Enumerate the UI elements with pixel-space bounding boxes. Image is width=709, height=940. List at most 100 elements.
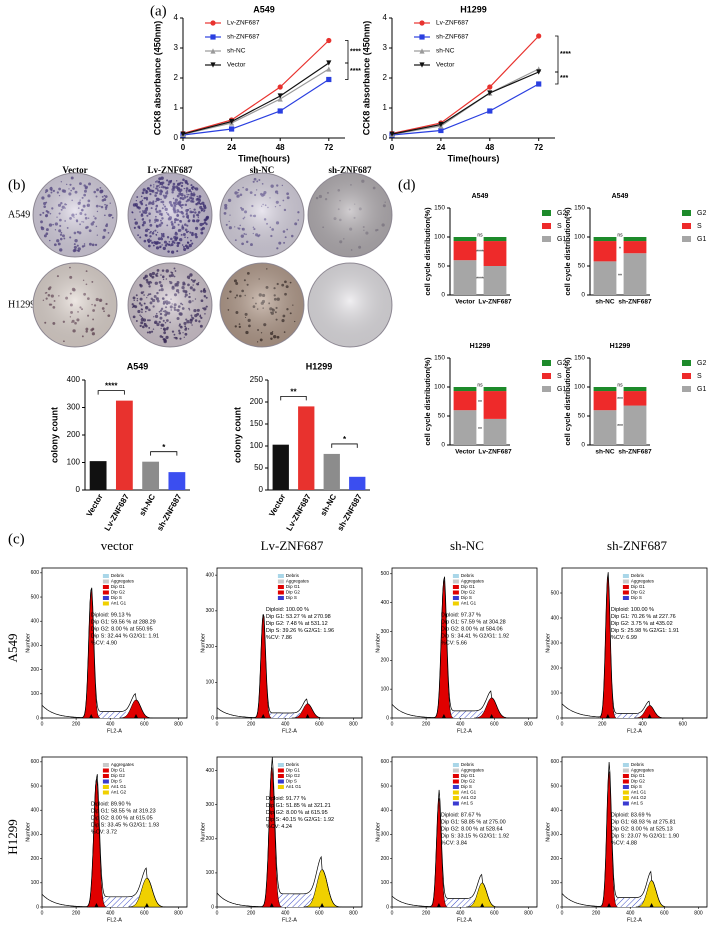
legend-swatch: [452, 574, 459, 578]
peak-marker: [647, 714, 652, 718]
legend-swatch: [622, 785, 629, 789]
flow-stat: %CV: 4.88: [611, 840, 637, 846]
legend-swatch: [102, 790, 109, 795]
legend-swatch: [277, 590, 284, 595]
panel-label: (a): [150, 3, 167, 19]
bar-segment: [623, 237, 647, 242]
y-tick-label: 0: [581, 292, 585, 299]
marker: [536, 33, 542, 39]
bar: [142, 461, 160, 490]
colony-plate: [32, 172, 118, 258]
marker: [326, 76, 332, 83]
legend-swatch: [277, 774, 284, 778]
legend-swatch: [102, 579, 109, 584]
marker: [419, 34, 425, 40]
x-tick-label: 200: [72, 910, 81, 916]
plate-shade: [308, 173, 392, 257]
marker: [229, 118, 235, 125]
flow-stat: %CV: 5.66: [441, 640, 467, 646]
x-tick-label: 0: [390, 143, 395, 152]
flow-row-label: A549: [5, 634, 20, 663]
plate-column-label: sh-ZNF687: [328, 165, 372, 175]
peak-marker: [607, 903, 612, 907]
legend-label: Aggregates: [286, 579, 310, 584]
y-tick-label: 400: [381, 600, 390, 606]
legend-label: Debris: [461, 573, 475, 578]
flow-stat: Dip G2: 8.00 % at 550.95: [91, 626, 153, 632]
y-tick-label: 50: [438, 413, 446, 420]
y-tick-label: 200: [206, 836, 215, 842]
marker: [487, 90, 493, 96]
legend-label: Dip S: [111, 595, 122, 600]
x-tick-label: 800: [524, 910, 533, 916]
y-axis-label: cell cycle distribution(%): [423, 357, 432, 446]
flow-histogram: [216, 756, 362, 908]
series-line: [391, 35, 540, 135]
y-tick-label: 0: [556, 904, 559, 910]
flow-stat: Dip G1: 53.27 % at 270.98: [266, 614, 331, 620]
colony-plate: [127, 172, 213, 258]
x-tick-label: 400: [456, 910, 465, 916]
flow-histogram: [41, 587, 187, 719]
x-tick-label: Lv-ZNF687: [478, 299, 512, 306]
legend-label: Lv-ZNF687: [436, 20, 469, 27]
flow-s-phase: [609, 897, 652, 907]
legend-label: Vector: [227, 62, 246, 69]
legend-swatch: [452, 768, 459, 773]
significance-bracket: [345, 40, 349, 64]
y-tick-label: 500: [381, 783, 390, 789]
legend-swatch: [452, 590, 459, 595]
y-tick-label: 0: [211, 904, 214, 910]
bar-segment: [453, 237, 477, 242]
x-axis-label: FL2-A: [107, 917, 122, 923]
legend-label: An1 G1: [286, 784, 302, 789]
significance-label: **: [618, 273, 622, 279]
legend-swatch: [102, 763, 109, 767]
legend-swatch: [102, 779, 109, 784]
x-tick-label: 400: [626, 910, 635, 916]
legend-swatch: [102, 590, 109, 595]
peak-marker: [480, 903, 485, 907]
flow-stat: Dip G1: 51.85 % at 321.21: [266, 803, 331, 809]
legend-swatch: [452, 779, 459, 784]
marker: [210, 20, 216, 26]
marker: [210, 48, 216, 54]
legend-label: An1 S: [461, 801, 473, 806]
y-tick-label: 0: [383, 133, 388, 142]
significance-label: ****: [350, 49, 361, 56]
legend-swatch: [542, 373, 551, 379]
x-tick-label: 200: [422, 721, 431, 727]
y-axis-label: Number: [375, 822, 381, 842]
colony-plate: [307, 262, 393, 348]
y-tick-label: 200: [381, 856, 390, 862]
bar-segment: [623, 253, 647, 295]
marker: [536, 69, 542, 75]
marker: [229, 126, 235, 132]
plate-row-label: A549: [8, 209, 30, 220]
peak-marker: [144, 903, 149, 907]
y-tick-label: 1: [174, 103, 179, 112]
flow-stat: Dip G1: 58.85 % at 275.00: [441, 819, 506, 825]
legend-label: An1 G1: [631, 790, 647, 795]
legend-label: sh-NC: [436, 48, 455, 55]
y-tick-label: 3: [174, 43, 179, 52]
x-tick-label: 24: [227, 143, 236, 152]
legend-label: Dip G2: [631, 779, 646, 784]
bar-segment: [593, 241, 617, 262]
y-tick-label: 400: [551, 808, 560, 814]
flow-stat: Dip S: 40.15 % G2/G1: 1.92: [266, 817, 334, 823]
series-line: [391, 83, 539, 136]
x-tick-label: 0: [561, 721, 564, 727]
plate-shade: [128, 263, 212, 347]
x-tick-label: 400: [638, 721, 647, 727]
y-tick-label: 300: [67, 403, 81, 412]
x-tick-label: sh-NC: [138, 492, 158, 517]
x-axis-label: Time(hours): [238, 153, 290, 163]
marker: [419, 62, 425, 68]
x-tick-label: 200: [592, 910, 601, 916]
y-tick-label: 0: [211, 715, 214, 721]
x-axis-label: FL2-A: [457, 728, 472, 734]
legend-swatch: [452, 601, 459, 606]
y-tick-label: 4: [383, 13, 388, 22]
